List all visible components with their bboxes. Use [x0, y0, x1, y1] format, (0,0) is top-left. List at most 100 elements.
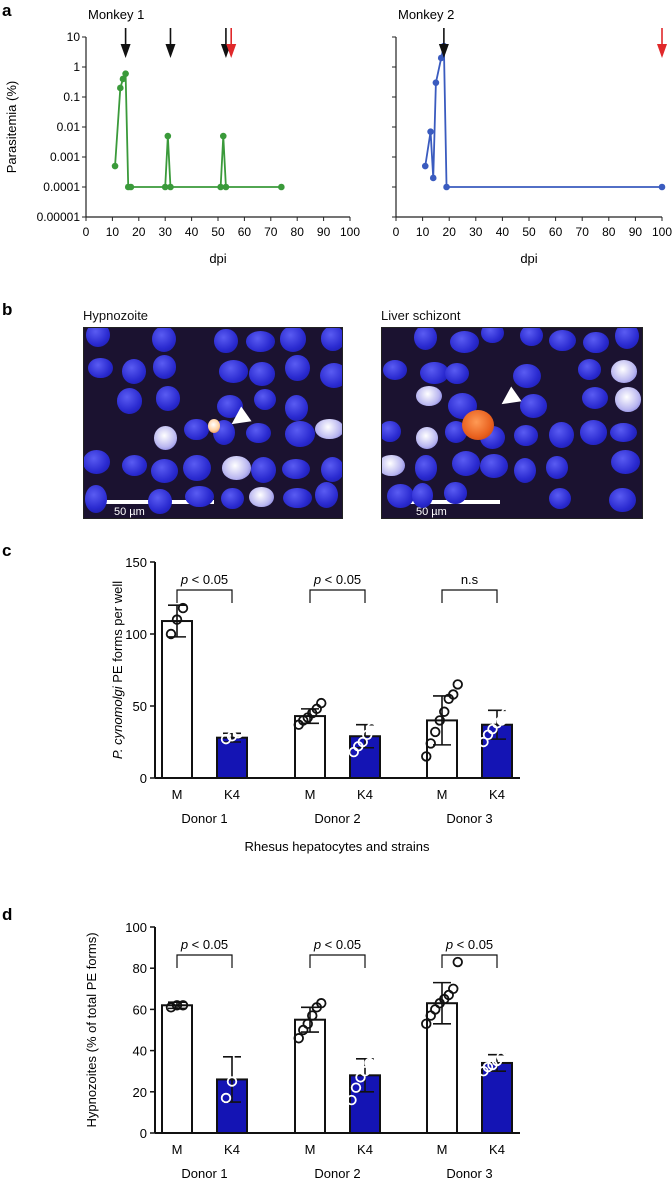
panel-label-a: a — [2, 1, 12, 20]
x-tick-label: 30 — [469, 225, 483, 239]
data-point — [117, 84, 124, 92]
nucleus — [382, 421, 401, 443]
significance-bracket — [441, 589, 498, 603]
nucleus — [420, 361, 449, 385]
black-arrow-head — [438, 44, 449, 58]
data-point — [293, 1033, 304, 1044]
data-point — [316, 998, 327, 1009]
significance-bracket — [176, 589, 233, 603]
nucleus — [216, 394, 244, 419]
scale-bar-label: 50 µm — [114, 506, 145, 518]
nucleus — [577, 358, 602, 380]
bar — [161, 620, 193, 779]
nucleus — [246, 422, 272, 443]
significance-label: p < 0.05 — [445, 937, 493, 952]
x-axis-label: Rhesus hepatocytes and strains — [245, 839, 430, 854]
significance-label: p < 0.05 — [180, 937, 228, 952]
y-tick-label: 0.0001 — [43, 180, 80, 194]
nucleus — [481, 328, 504, 343]
significance-bracket — [176, 954, 233, 968]
data-point — [171, 614, 183, 625]
y-tick-label: 0 — [140, 771, 147, 786]
y-tick-label: 20 — [133, 1085, 147, 1100]
bright-nucleus — [416, 427, 438, 450]
data-point — [448, 983, 459, 995]
significance-label: p < 0.05 — [313, 937, 361, 952]
x-tick-label: M — [172, 787, 183, 802]
nucleus — [549, 422, 574, 449]
x-tick-label: 40 — [496, 225, 510, 239]
y-tick-label: 60 — [133, 1002, 147, 1017]
nucleus — [513, 363, 541, 388]
nucleus — [184, 485, 214, 508]
scale-bar — [394, 500, 500, 504]
nucleus — [320, 328, 342, 351]
nucleus — [285, 355, 310, 382]
data-point — [371, 715, 382, 726]
bright-nucleus — [221, 456, 251, 480]
nucleus — [450, 330, 479, 353]
red-arrow-head — [226, 44, 237, 58]
x-tick-label: 60 — [238, 225, 252, 239]
bar — [294, 1018, 326, 1135]
nucleus — [121, 358, 146, 384]
x-tick-label: 20 — [132, 225, 146, 239]
y-tick-label: 0.1 — [63, 90, 80, 104]
data-point — [439, 706, 450, 717]
bright-nucleus — [249, 487, 274, 508]
data-point — [302, 1018, 313, 1030]
nucleus — [387, 484, 415, 509]
data-point — [505, 703, 516, 715]
data-point — [177, 602, 189, 614]
y-tick-label: 0.001 — [50, 150, 80, 164]
data-point — [350, 1082, 362, 1093]
nucleus — [519, 328, 544, 347]
nucleus — [151, 328, 177, 353]
data-point — [452, 679, 463, 690]
data-point — [437, 54, 445, 62]
nucleus — [284, 394, 309, 422]
data-point — [427, 128, 434, 135]
data-point — [496, 715, 507, 726]
nucleus — [85, 328, 110, 347]
data-point — [119, 75, 127, 83]
y-tick-label: 10 — [67, 30, 81, 44]
nucleus — [519, 394, 547, 419]
x-tick-label: 0 — [393, 225, 400, 239]
data-point — [232, 1051, 244, 1062]
group-label: Donor 1 — [181, 811, 227, 826]
nucleus — [582, 386, 609, 409]
x-tick-label: M — [305, 1142, 316, 1157]
scale-bar-label: 50 µm — [416, 506, 447, 518]
hypnozoite-parasite — [208, 419, 220, 433]
y-tick-label: 0 — [140, 1126, 147, 1141]
nucleus — [444, 482, 467, 504]
data-point — [434, 715, 445, 726]
nucleus — [147, 488, 172, 515]
monkey2-parasitemia-chart: 0 10 20 30 40 50 60 70 80 90 100 dpi Monkey 2 — [392, 7, 672, 266]
data-point — [217, 183, 224, 191]
data-point — [658, 183, 666, 191]
data-point — [220, 733, 232, 745]
data-point — [425, 738, 436, 749]
nucleus — [183, 418, 209, 441]
nucleus — [413, 328, 437, 351]
y-tick-label: 0.01 — [57, 120, 81, 134]
bright-nucleus — [611, 359, 638, 383]
data-point — [421, 751, 432, 762]
data-point — [357, 736, 368, 748]
group-label: Donor 1 — [181, 1166, 227, 1181]
black-arrow-head — [165, 44, 176, 58]
x-tick-label: K4 — [357, 787, 373, 802]
y-tick-label: 40 — [133, 1044, 147, 1059]
data-point — [127, 183, 135, 191]
data-point — [430, 726, 441, 738]
data-point — [167, 183, 174, 191]
significance-label: p < 0.05 — [313, 572, 361, 587]
parasitemia-series-line — [114, 73, 282, 188]
micrograph-title-hypnozoite: Hypnozoite — [83, 308, 149, 323]
y-tick-label: 100 — [125, 627, 147, 642]
nucleus — [285, 421, 315, 448]
